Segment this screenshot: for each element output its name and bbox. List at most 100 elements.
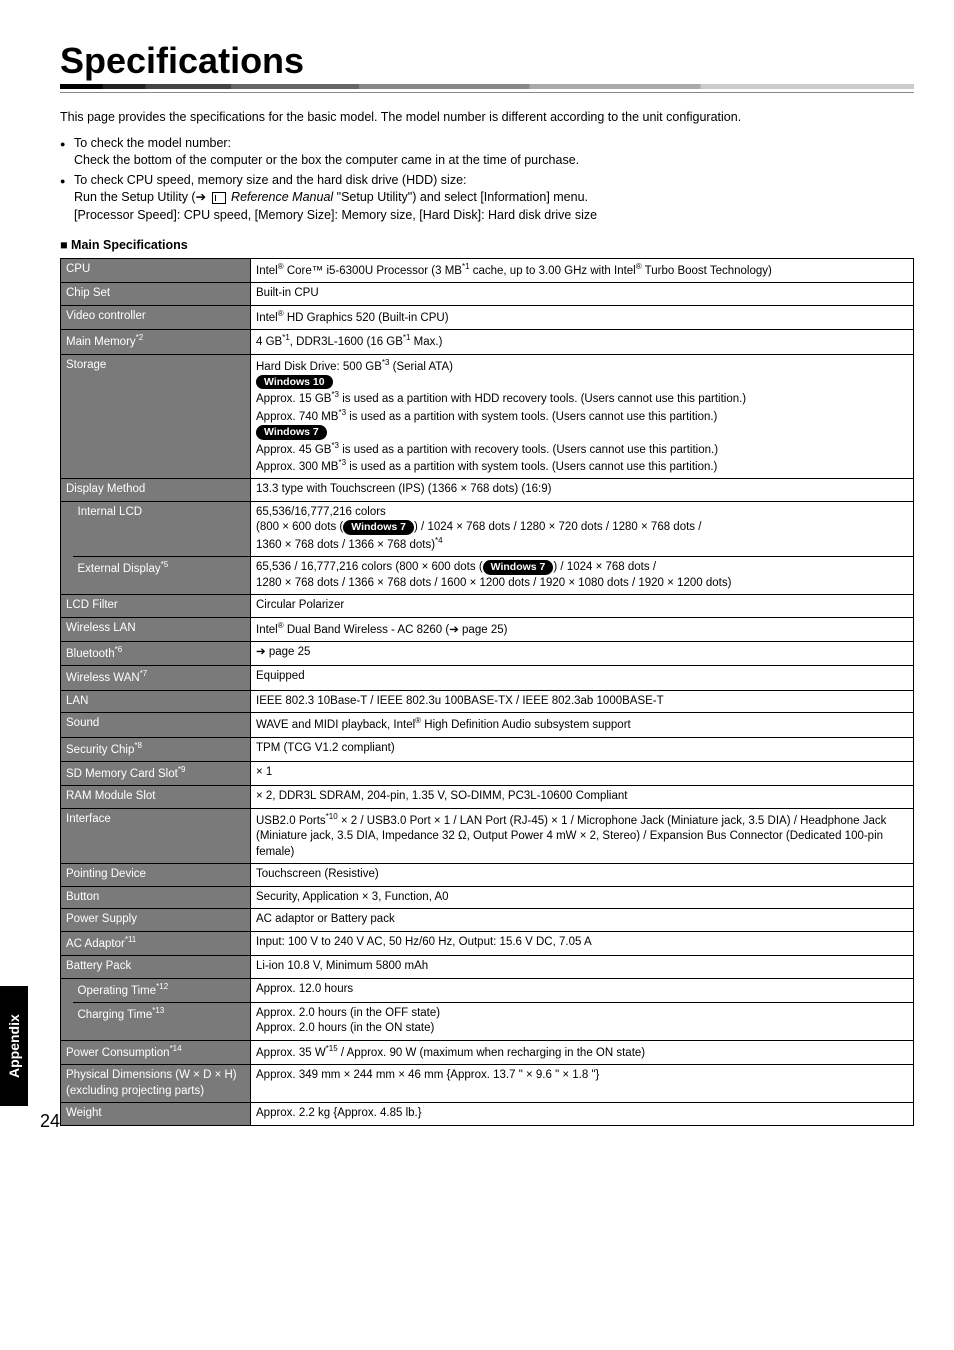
text: Approx. 2.0 hours (in the ON state): [256, 1022, 434, 1034]
text: Main Memory: [66, 336, 136, 348]
text: Dual Band Wireless - AC 8260 (: [284, 624, 450, 636]
row-value: Built-in CPU: [251, 283, 914, 306]
arrow-icon: ➔: [256, 646, 266, 658]
text: is used as a partition with system tools…: [346, 411, 717, 423]
row-label: CPU: [61, 259, 251, 283]
row-label: Video controller: [61, 305, 251, 329]
row-value: Equipped: [251, 666, 914, 690]
text: Approx. 300 MB: [256, 461, 338, 473]
page-container: Specifications This page provides the sp…: [0, 0, 954, 1146]
text: Intel: [256, 312, 278, 324]
row-value: IEEE 802.3 10Base-T / IEEE 802.3u 100BAS…: [251, 690, 914, 713]
text: is used as a partition with HDD recovery…: [339, 393, 746, 405]
superscript: *3: [331, 390, 339, 399]
windows7-badge: Windows 7: [483, 560, 554, 575]
superscript: *13: [152, 1006, 164, 1015]
text: 65,536/16,777,216 colors: [256, 506, 386, 518]
row-sublabel: Operating Time*12: [73, 978, 251, 1002]
table-row: Power Supply AC adaptor or Battery pack: [61, 909, 914, 932]
superscript: *3: [338, 458, 346, 467]
text: Power Consumption: [66, 1047, 170, 1059]
superscript: *3: [331, 441, 339, 450]
manual-icon: [212, 192, 226, 204]
superscript: *2: [136, 333, 144, 342]
row-value: 4 GB*1, DDR3L-1600 (16 GB*1 Max.): [251, 330, 914, 354]
text: is used as a partition with system tools…: [346, 461, 717, 473]
row-value: USB2.0 Ports*10 × 2 / USB3.0 Port × 1 / …: [251, 808, 914, 863]
text: High Definition Audio subsystem support: [421, 719, 631, 731]
text: cache, up to 3.00 GHz with Intel: [470, 265, 636, 277]
text: page 25): [459, 624, 508, 636]
text: (Serial ATA): [389, 360, 452, 372]
row-label: Interface: [61, 808, 251, 863]
table-row: AC Adaptor*11 Input: 100 V to 240 V AC, …: [61, 931, 914, 955]
table-row: Video controller Intel® HD Graphics 520 …: [61, 305, 914, 329]
row-value: WAVE and MIDI playback, Intel® High Defi…: [251, 713, 914, 737]
table-row: Weight Approx. 2.2 kg {Approx. 4.85 lb.}: [61, 1103, 914, 1126]
table-row: Bluetooth*6 ➔ page 25: [61, 642, 914, 666]
text: / Approx. 90 W (maximum when recharging …: [338, 1047, 645, 1059]
row-value: × 1: [251, 761, 914, 785]
row-label: Storage: [61, 354, 251, 479]
text: Charging Time: [78, 1009, 153, 1021]
row-label: LCD Filter: [61, 595, 251, 618]
superscript: *10: [326, 812, 338, 821]
page-title: Specifications: [60, 40, 914, 82]
row-label: Pointing Device: [61, 864, 251, 887]
spec-table: CPU Intel® Core™ i5-6300U Processor (3 M…: [60, 258, 914, 1126]
row-label: RAM Module Slot: [61, 786, 251, 809]
intro-bullets: To check the model number: Check the bot…: [60, 135, 914, 225]
row-label-spacer: [61, 501, 73, 594]
superscript: *1: [282, 333, 290, 342]
text: Bluetooth: [66, 648, 115, 660]
text: Approx. 45 GB: [256, 443, 331, 455]
superscript: *1: [462, 262, 470, 271]
text: Approx. 740 MB: [256, 411, 338, 423]
superscript: *11: [125, 935, 136, 944]
page-number: 24: [40, 1111, 60, 1132]
text: ) / 1024 × 768 dots /: [553, 561, 656, 573]
text: USB2.0 Ports: [256, 815, 326, 827]
text: 65,536 / 16,777,216 colors (800 × 600 do…: [256, 561, 483, 573]
text: 4 GB: [256, 336, 282, 348]
text: 1280 × 768 dots / 1366 × 768 dots / 1600…: [256, 577, 731, 589]
table-row: Chip Set Built-in CPU: [61, 283, 914, 306]
text: Security Chip: [66, 743, 134, 755]
table-row: SD Memory Card Slot*9 × 1: [61, 761, 914, 785]
text: Hard Disk Drive: 500 GB: [256, 360, 382, 372]
table-row: Interface USB2.0 Ports*10 × 2 / USB3.0 P…: [61, 808, 914, 863]
row-label: Weight: [61, 1103, 251, 1126]
row-value: Approx. 2.2 kg {Approx. 4.85 lb.}: [251, 1103, 914, 1126]
text: Approx. 15 GB: [256, 393, 331, 405]
text: External Display: [78, 563, 161, 575]
bullet-sub-suffix: "Setup Utility") and select [Information…: [333, 190, 588, 204]
row-label: Sound: [61, 713, 251, 737]
table-row: Security Chip*8 TPM (TCG V1.2 compliant): [61, 737, 914, 761]
row-value: Approx. 35 W*15 / Approx. 90 W (maximum …: [251, 1040, 914, 1064]
text: Core™ i5-6300U Processor (3 MB: [284, 265, 462, 277]
row-value: ➔ page 25: [251, 642, 914, 666]
row-label: Physical Dimensions (W × D × H) (excludi…: [61, 1065, 251, 1103]
arrow-icon: ➔: [196, 190, 206, 204]
row-label: LAN: [61, 690, 251, 713]
superscript: *15: [326, 1044, 338, 1053]
row-value: Intel® Core™ i5-6300U Processor (3 MB*1 …: [251, 259, 914, 283]
text: × 2 / USB3.0 Port × 1 / LAN Port (RJ-45)…: [256, 815, 886, 858]
table-row: Wireless LAN Intel® Dual Band Wireless -…: [61, 617, 914, 641]
table-row: Power Consumption*14 Approx. 35 W*15 / A…: [61, 1040, 914, 1064]
superscript: *6: [115, 645, 123, 654]
row-value: Input: 100 V to 240 V AC, 50 Hz/60 Hz, O…: [251, 931, 914, 955]
row-sublabel: External Display*5: [73, 557, 251, 595]
row-value: × 2, DDR3L SDRAM, 204-pin, 1.35 V, SO-DI…: [251, 786, 914, 809]
row-value: TPM (TCG V1.2 compliant): [251, 737, 914, 761]
manual-name: Reference Manual: [228, 190, 334, 204]
text: Max.): [410, 336, 442, 348]
text: Turbo Boost Technology): [642, 265, 772, 277]
text: , DDR3L-1600 (16 GB: [290, 336, 403, 348]
table-row: CPU Intel® Core™ i5-6300U Processor (3 M…: [61, 259, 914, 283]
arrow-icon: ➔: [449, 624, 459, 636]
row-label: Button: [61, 886, 251, 909]
superscript: *8: [134, 741, 142, 750]
row-sublabel: Charging Time*13: [73, 1002, 251, 1040]
text: Wireless WAN: [66, 672, 140, 684]
